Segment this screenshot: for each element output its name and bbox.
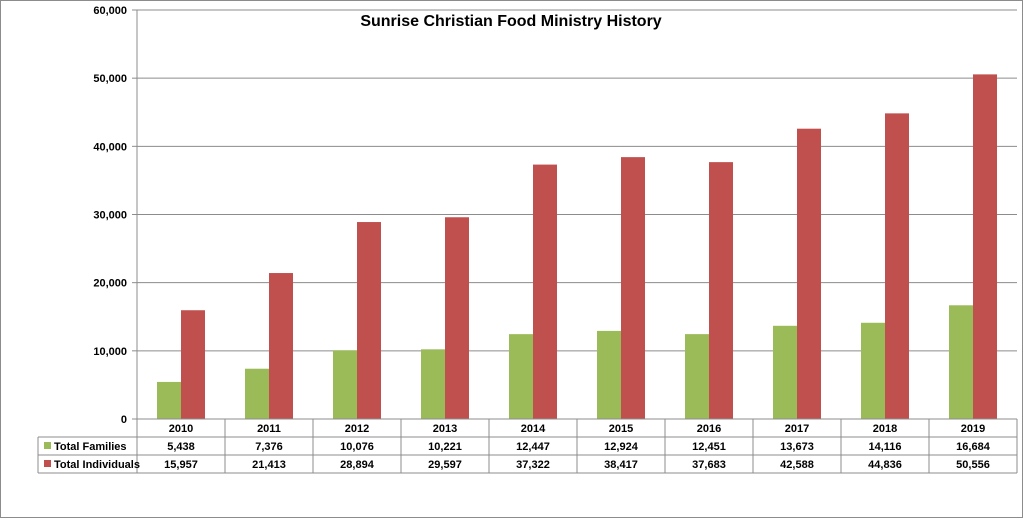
- data-label: 44,836: [868, 459, 902, 471]
- data-label: 50,556: [956, 459, 990, 471]
- data-label: 29,597: [428, 459, 462, 471]
- x-tick-label: 2018: [873, 423, 897, 435]
- bar: [421, 349, 445, 419]
- bar: [269, 273, 293, 419]
- bar: [797, 128, 821, 419]
- data-label: 12,924: [604, 441, 639, 453]
- bar: [157, 381, 181, 419]
- x-tick-label: 2017: [785, 423, 809, 435]
- data-label: 12,451: [692, 441, 726, 453]
- legend-swatch: [44, 460, 51, 467]
- x-tick-label: 2014: [521, 423, 546, 435]
- data-label: 5,438: [167, 441, 195, 453]
- bar: [597, 330, 621, 419]
- bars: [157, 74, 997, 420]
- x-tick-label: 2016: [697, 423, 721, 435]
- y-tick-label: 0: [121, 414, 127, 426]
- data-label: 12,447: [516, 441, 550, 453]
- data-label: 10,076: [340, 441, 374, 453]
- bar: [533, 164, 557, 419]
- data-label: 10,221: [428, 441, 462, 453]
- y-tick-label: 10,000: [93, 346, 127, 358]
- data-label: 38,417: [604, 459, 638, 471]
- bar: [509, 334, 533, 419]
- bar: [685, 334, 709, 419]
- x-tick-label: 2015: [609, 423, 633, 435]
- data-label: 7,376: [255, 441, 283, 453]
- bar: [333, 350, 357, 419]
- bar: [949, 305, 973, 419]
- legend-swatch: [44, 442, 51, 449]
- y-tick-label: 20,000: [93, 278, 127, 290]
- y-tick-label: 60,000: [93, 5, 127, 17]
- y-tick-label: 40,000: [93, 141, 127, 153]
- y-axis-ticks: 0 10,000 20,000 30,000 40,000 50,000 60,000: [93, 5, 137, 426]
- data-label: 37,683: [692, 459, 726, 471]
- bar: [709, 162, 733, 419]
- chart-title: Sunrise Christian Food Ministry History: [360, 13, 661, 30]
- bar: [245, 368, 269, 419]
- data-label: 13,673: [780, 441, 814, 453]
- bar: [621, 157, 645, 419]
- y-tick-label: 30,000: [93, 210, 127, 222]
- x-tick-label: 2010: [169, 423, 193, 435]
- bar: [973, 74, 997, 420]
- data-label: 28,894: [340, 459, 375, 471]
- bar: [357, 222, 381, 419]
- data-label: 37,322: [516, 459, 550, 471]
- bar: [773, 325, 797, 419]
- data-table: 2010 2011 2012 2013 2014 2015 2016 2017 2018 2019…: [37, 419, 1018, 474]
- bar: [181, 310, 205, 419]
- bar: [885, 113, 909, 420]
- data-label: 14,116: [868, 441, 901, 453]
- bar: [861, 322, 885, 419]
- legend-label: Total Individuals: [54, 459, 140, 471]
- bar: [445, 217, 469, 419]
- x-tick-label: 2013: [433, 423, 457, 435]
- data-label: 21,413: [252, 459, 286, 471]
- y-tick-label: 50,000: [93, 73, 127, 85]
- data-label: 16,684: [956, 441, 991, 453]
- data-label: 42,588: [780, 459, 814, 471]
- x-tick-label: 2019: [961, 423, 985, 435]
- data-label: 15,957: [164, 459, 198, 471]
- x-tick-label: 2012: [345, 423, 369, 435]
- x-tick-label: 2011: [257, 423, 281, 435]
- legend-label: Total Families: [54, 441, 127, 453]
